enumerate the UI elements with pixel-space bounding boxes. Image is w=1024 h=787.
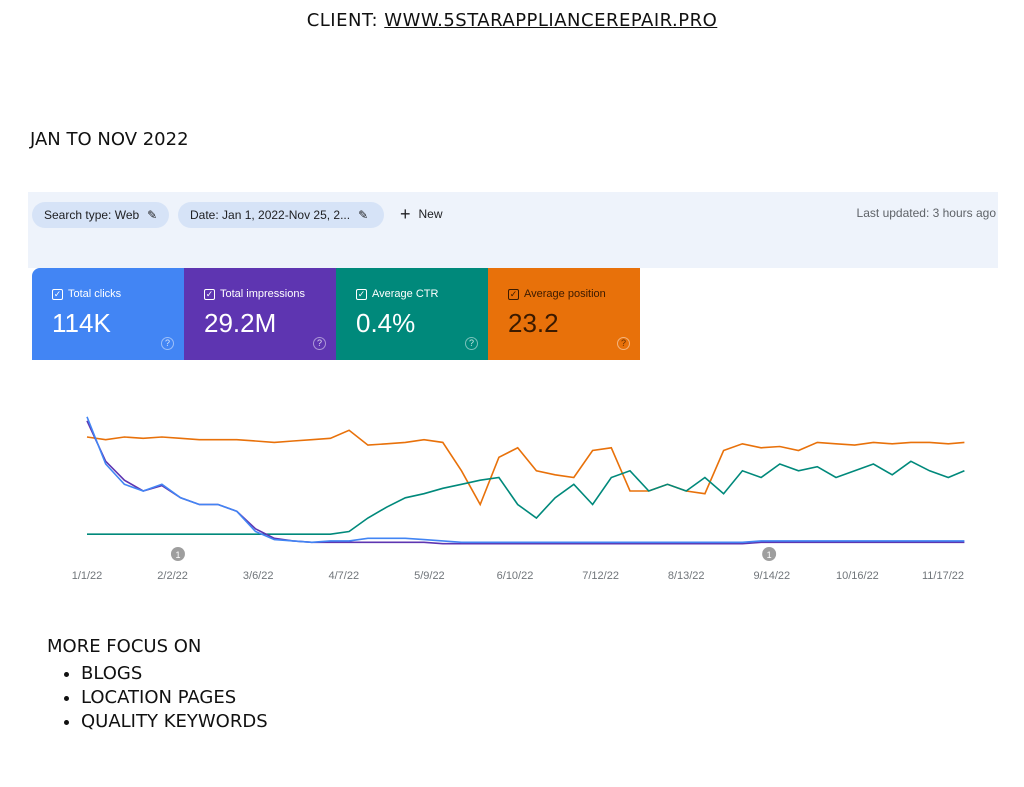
filter-toolbar: Search type: Web ✎ Date: Jan 1, 2022-Nov … [28,192,998,268]
metric-card-total-clicks[interactable]: ✓ Total clicks 114K? [32,268,184,360]
annotation-marker[interactable]: 1 [762,547,777,561]
plus-icon: + [400,204,411,224]
checkbox-icon[interactable]: ✓ [52,288,63,300]
card-value: 23.2 [508,308,559,338]
client-heading: CLIENT: WWW.5STARAPPLIANCEREPAIR.PRO [0,10,1024,31]
card-label: ✓ Average CTR [356,288,488,300]
x-tick-label: 8/13/22 [668,570,705,582]
metric-card-total-impressions[interactable]: ✓ Total impressions 29.2M? [184,268,336,360]
card-label-text: Total impressions [220,288,305,300]
series-line-ctr [87,460,965,535]
card-label: ✓ Total impressions [204,288,336,300]
notes-item: BLOGS [81,663,268,684]
new-filter-button[interactable]: + New [400,204,443,224]
search-type-chip[interactable]: Search type: Web ✎ [32,202,170,228]
card-label-text: Average position [524,288,606,300]
x-tick-label: 6/10/22 [497,570,534,582]
notes-list: BLOGS LOCATION PAGES QUALITY KEYWORDS [81,663,268,732]
performance-chart: 1 1 1/1/22 2/2/22 3/6/22 4/7/22 5/9/22 6/10/22 7… [72,416,965,582]
metric-card-average-position[interactable]: ✓ Average position 23.2? [488,268,640,360]
help-icon[interactable]: ? [617,337,630,350]
client-label: CLIENT: [306,10,379,31]
x-tick-label: 9/14/22 [753,570,790,582]
last-updated: Last updated: 3 hours ago [856,206,996,220]
search-type-label: Search type: Web [44,208,140,222]
help-icon[interactable]: ? [161,337,174,350]
card-label-text: Average CTR [372,288,439,300]
card-label: ✓ Total clicks [52,288,184,300]
card-label-text: Total clicks [68,288,122,300]
search-console-panel: Search type: Web ✎ Date: Jan 1, 2022-Nov … [28,192,998,592]
card-value: 114K [52,308,111,338]
svg-text:1: 1 [175,550,180,560]
x-tick-label: 2/2/22 [157,570,188,582]
annotation-marker[interactable]: 1 [170,547,185,561]
x-tick-label: 7/12/22 [582,570,619,582]
metric-card-average-ctr[interactable]: ✓ Average CTR 0.4%? [336,268,488,360]
notes-item: QUALITY KEYWORDS [81,711,268,732]
x-tick-label: 4/7/22 [329,570,360,582]
x-tick-label: 1/1/22 [72,570,103,582]
pencil-icon: ✎ [147,208,158,222]
client-site-link[interactable]: WWW.5STARAPPLIANCEREPAIR.PRO [384,10,718,31]
x-tick-label: 5/9/22 [414,570,445,582]
notes-title: MORE FOCUS ON [47,636,202,657]
pencil-icon: ✎ [358,208,369,222]
x-tick-label: 10/16/22 [836,570,879,582]
x-tick-label: 3/6/22 [243,570,274,582]
card-value: 0.4% [356,308,416,338]
checkbox-icon[interactable]: ✓ [508,288,519,300]
card-value: 29.2M [204,308,277,338]
checkbox-icon[interactable]: ✓ [356,288,367,300]
notes: MORE FOCUS ON BLOGS LOCATION PAGES QUALI… [47,636,268,735]
period-heading: JAN TO NOV 2022 [30,129,189,150]
help-icon[interactable]: ? [313,337,326,350]
new-label: New [418,207,443,221]
series-line-clicks [86,416,965,544]
checkbox-icon[interactable]: ✓ [204,288,215,300]
date-chip[interactable]: Date: Jan 1, 2022-Nov 25, 2... ✎ [178,202,384,228]
series-line-position [86,429,965,507]
card-label: ✓ Average position [508,288,640,300]
notes-item: LOCATION PAGES [81,687,268,708]
svg-text:1: 1 [767,550,772,560]
help-icon[interactable]: ? [465,337,478,350]
date-label: Date: Jan 1, 2022-Nov 25, 2... [190,208,351,222]
x-tick-label: 11/17/22 [922,570,964,582]
